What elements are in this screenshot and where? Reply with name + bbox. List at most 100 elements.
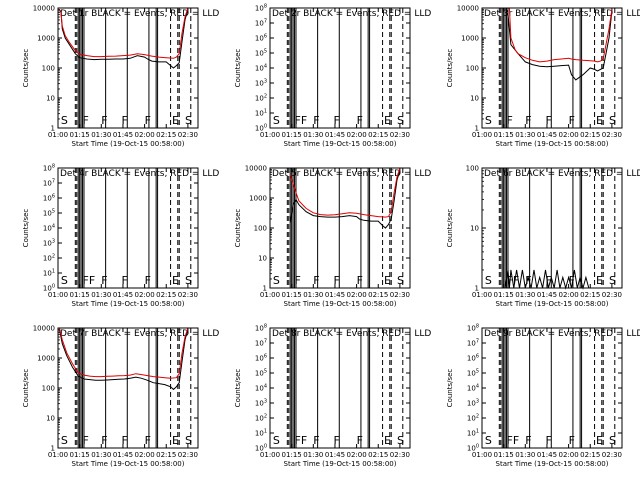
x-tick-label: 01:00 — [472, 131, 492, 139]
x-tick-label: 02:00 — [135, 131, 155, 139]
y-tick-label: 104 — [43, 224, 55, 233]
panel-title: Det 4r BLACK = Events, RED = LLD — [60, 169, 219, 179]
y-tick-label: 103 — [467, 399, 479, 408]
flag-marker: F — [101, 274, 107, 287]
flag-marker: S — [485, 114, 492, 127]
x-axis-label: Start Time (19-Oct-15 00:58:00) — [284, 300, 397, 308]
flag-marker: F — [334, 274, 340, 287]
y-tick-label: 103 — [255, 79, 267, 88]
y-axis-label: Counts/sec — [234, 209, 242, 248]
y-tick-label: 103 — [255, 399, 267, 408]
x-tick-label: 02:00 — [347, 291, 367, 299]
plot-frame — [269, 7, 411, 129]
x-tick-label: 01:00 — [48, 291, 68, 299]
x-tick-label: 01:30 — [515, 131, 535, 139]
x-tick-label: 02:00 — [559, 131, 579, 139]
flag-marker: F — [569, 274, 575, 287]
y-tick-label: 104 — [467, 384, 479, 393]
plot-frame — [57, 167, 199, 289]
y-tick-label: 10 — [46, 95, 55, 103]
flag-marker: S — [61, 434, 68, 447]
flag-marker: F — [546, 274, 552, 287]
events-series-line — [504, 269, 601, 290]
flag-marker: S — [185, 114, 192, 127]
y-tick-label: 106 — [255, 354, 267, 363]
x-tick-label: 01:45 — [325, 131, 345, 139]
x-axis-label: Start Time (19-Oct-15 00:58:00) — [72, 460, 185, 468]
y-tick-label: 108 — [255, 4, 267, 13]
x-tick-label: 02:00 — [135, 451, 155, 459]
y-tick-label: 104 — [255, 64, 267, 73]
flag-marker: F — [145, 114, 151, 127]
x-tick-label: 02:00 — [135, 291, 155, 299]
flag-marker: F — [507, 114, 513, 127]
x-tick-label: 02:30 — [602, 291, 622, 299]
flag-marker: S — [185, 274, 192, 287]
flag-marker: F — [569, 114, 575, 127]
flag-marker: S — [61, 274, 68, 287]
flag-marker: F — [295, 274, 301, 287]
x-tick-label: 02:30 — [602, 131, 622, 139]
y-tick-label: 102 — [43, 254, 55, 263]
flag-marker: S — [609, 274, 616, 287]
flag-marker: S — [485, 274, 492, 287]
flag-marker: F — [313, 274, 319, 287]
events-series-line — [289, 170, 401, 229]
panel-title: Det 6r BLACK = Events, RED = LLD — [484, 169, 640, 179]
y-tick-label: 10000 — [245, 165, 267, 173]
y-tick-label: 1000 — [37, 35, 55, 43]
panel-title: Det 5r BLACK = Events, RED = LLD — [272, 169, 431, 179]
x-tick-label: 01:30 — [515, 291, 535, 299]
flag-marker: F — [357, 114, 363, 127]
y-tick-label: 102 — [467, 414, 479, 423]
flag-marker: S — [397, 274, 404, 287]
y-tick-label: 1 — [51, 445, 55, 453]
y-tick-label: 100 — [467, 444, 479, 453]
y-tick-label: 100 — [255, 124, 267, 133]
flag-marker: E — [172, 114, 179, 127]
x-tick-label: 01:00 — [48, 451, 68, 459]
x-tick-label: 02:15 — [580, 451, 600, 459]
plot-frame — [269, 327, 411, 449]
y-tick-label: 104 — [255, 384, 267, 393]
flag-marker: S — [273, 274, 280, 287]
x-tick-label: 01:00 — [472, 451, 492, 459]
x-tick-label: 01:15 — [494, 451, 514, 459]
y-tick-label: 100 — [254, 225, 267, 233]
y-tick-label: 107 — [255, 339, 267, 348]
y-tick-label: 100 — [42, 65, 55, 73]
flag-marker: F — [546, 114, 552, 127]
y-tick-label: 105 — [255, 49, 267, 58]
panel-title: Det 8r BLACK = Events, RED = LLD — [272, 329, 431, 339]
flag-marker: E — [172, 434, 179, 447]
flag-marker: E — [384, 434, 391, 447]
x-tick-label: 01:00 — [260, 451, 280, 459]
events-series-line — [59, 9, 189, 69]
y-tick-label: 101 — [43, 269, 55, 278]
flag-marker: F — [122, 434, 128, 447]
plot-frame — [481, 7, 623, 129]
flag-marker: S — [609, 434, 616, 447]
x-axis-label: Start Time (19-Oct-15 00:58:00) — [72, 140, 185, 148]
plot-frame — [481, 167, 623, 289]
y-tick-label: 106 — [467, 354, 479, 363]
y-tick-label: 105 — [467, 369, 479, 378]
x-tick-label: 01:45 — [325, 291, 345, 299]
x-tick-label: 02:15 — [580, 291, 600, 299]
x-tick-label: 02:30 — [178, 451, 198, 459]
y-tick-label: 10 — [46, 415, 55, 423]
y-tick-label: 1 — [475, 125, 479, 133]
flag-marker: F — [122, 274, 128, 287]
x-tick-label: 02:00 — [347, 451, 367, 459]
detector-panel: Det 9r BLACK = Events, RED = LLD 100 101 10… — [446, 324, 640, 469]
x-axis-label: Start Time (19-Oct-15 00:58:00) — [284, 140, 397, 148]
flag-marker: FF — [295, 114, 308, 127]
detector-panel: Det 3r BLACK = Events, RED = LLD 1 10 100 10… — [446, 5, 640, 149]
lld-series-line — [289, 167, 401, 218]
y-tick-label: 105 — [255, 369, 267, 378]
flag-marker: FF — [295, 434, 308, 447]
x-tick-label: 01:15 — [282, 131, 302, 139]
detector-panel: Det 2r BLACK = Events, RED = LLD 100 101 10… — [234, 4, 431, 149]
y-tick-label: 107 — [467, 339, 479, 348]
y-tick-label: 108 — [43, 164, 55, 173]
